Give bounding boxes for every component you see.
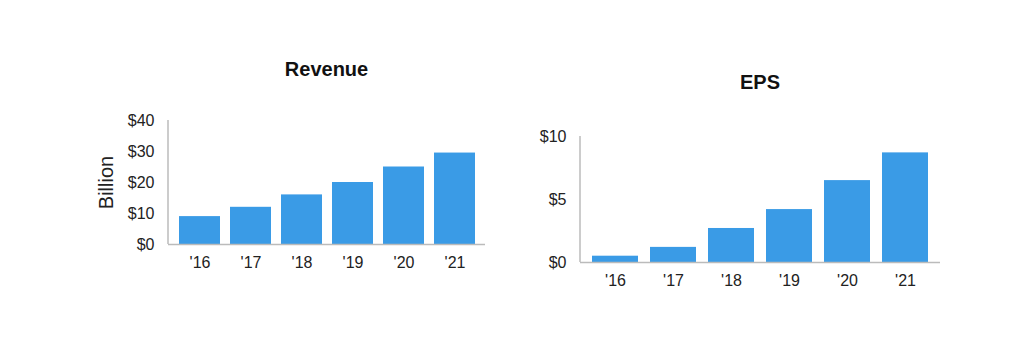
svg-text:'17: '17 — [663, 272, 684, 289]
html-text:Revenue: Revenue — [284, 58, 369, 80]
svg-text:'19: '19 — [343, 254, 364, 271]
svg-text:'19: '19 — [779, 272, 800, 289]
svg-text:$10: $10 — [128, 205, 155, 222]
svg-text:$20: $20 — [128, 174, 155, 191]
svg-text:$0: $0 — [549, 254, 567, 271]
svg-text:'18: '18 — [292, 254, 313, 271]
svg-text:'21: '21 — [895, 272, 916, 289]
svg-text:$40: $40 — [128, 112, 155, 129]
svg-text:$5: $5 — [549, 191, 567, 208]
svg-text:'18: '18 — [721, 272, 742, 289]
svg-text:'20: '20 — [837, 272, 858, 289]
svg-text:'16: '16 — [605, 272, 626, 289]
svg-text:'17: '17 — [241, 254, 262, 271]
svg-text:'20: '20 — [394, 254, 415, 271]
svg-text:'21: '21 — [445, 254, 466, 271]
svg-text:$10: $10 — [540, 128, 567, 145]
svg-text:Billion: Billion — [95, 156, 117, 209]
svg-text:$30: $30 — [128, 143, 155, 160]
svg-text:'16: '16 — [190, 254, 211, 271]
svg-text:$0: $0 — [137, 236, 155, 253]
html-text:EPS: EPS — [740, 71, 780, 93]
